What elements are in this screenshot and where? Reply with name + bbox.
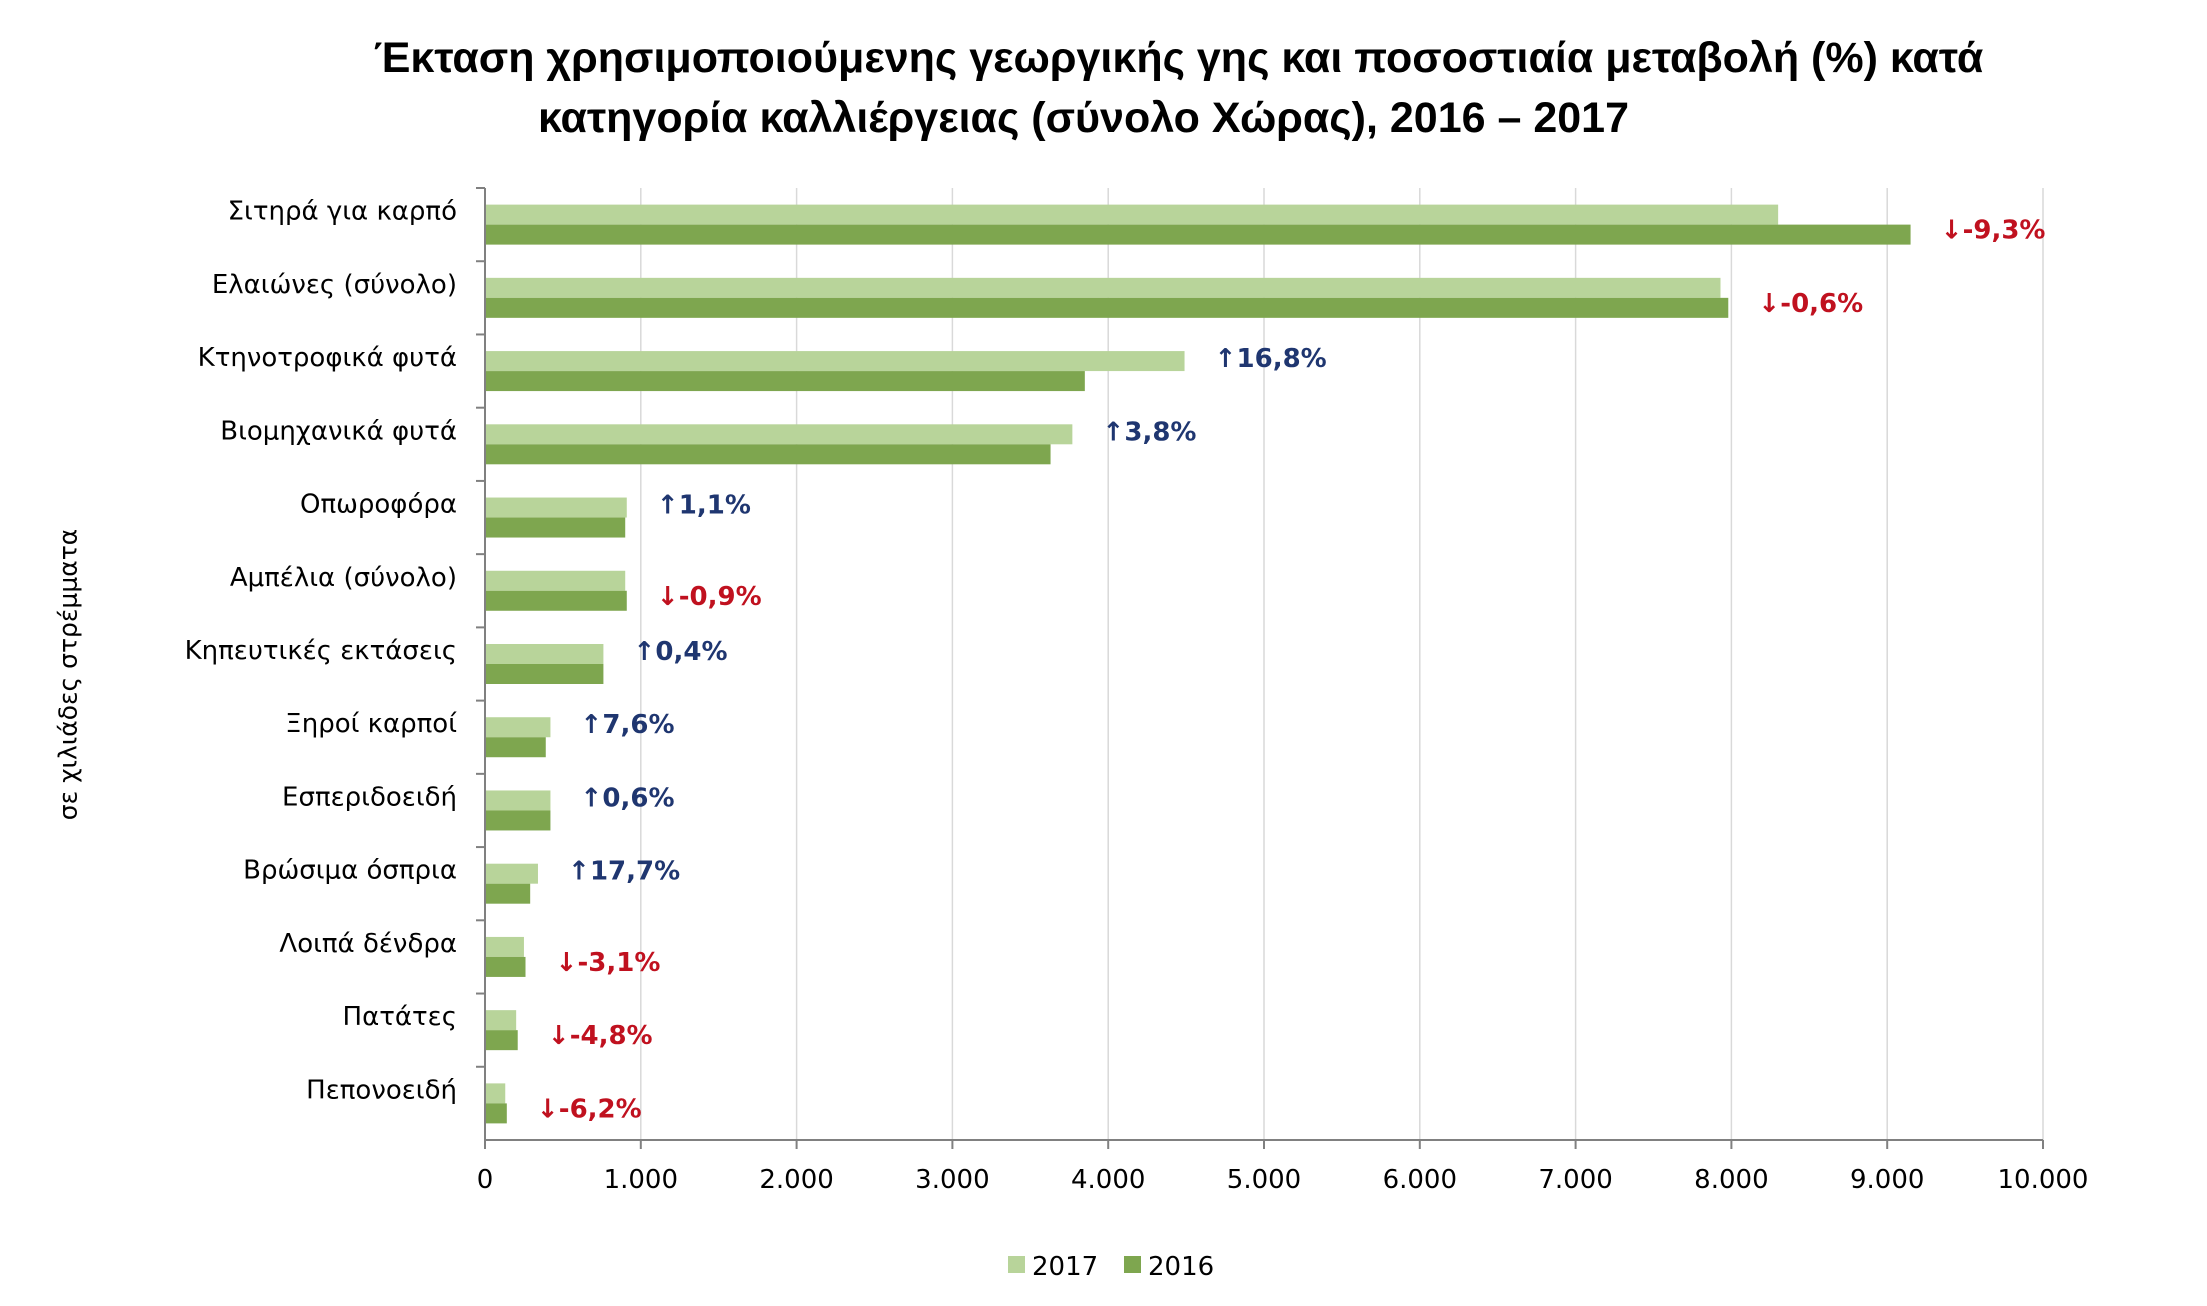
category-label: Πεπονοειδή [306,1075,457,1105]
gridlines [640,188,2044,1140]
chart-title-line-2: κατηγορία καλλιέργειας (σύνολο Χώρας), 2… [537,94,1630,142]
bar-2017 [485,424,1073,445]
legend-swatch-2016 [1124,1256,1141,1273]
bar-2016 [485,444,1051,465]
chart-title-line-1: Έκταση χρησιμοποιούμενης γεωργικής γης κ… [373,34,1984,82]
change-label: 16,8% [1237,344,1327,374]
bar-2017 [485,1083,506,1104]
labels: 0 1.000 2.000 3.000 4.000 5.000 6.000 7.000 8.00… [185,197,2089,1195]
x-tick-label: 7.000 [1538,1165,1612,1195]
change-label: 0,4% [655,637,727,667]
change-label: -3,1% [578,948,661,978]
category-label: Πατάτες [343,1002,457,1032]
category-label: Κηπευτικές εκτάσεις [185,636,457,666]
up-arrow-icon: ↑ [580,710,602,740]
bar-2016 [485,1103,507,1124]
category-label: Εσπεριδοειδή [282,782,457,812]
x-tick-label: 6.000 [1383,1165,1457,1195]
down-arrow-icon: ↓ [548,1021,570,1051]
axes [476,187,2044,1149]
down-arrow-icon: ↓ [556,948,578,978]
change-label: 1,1% [679,491,751,521]
bar-2017 [485,1010,517,1031]
up-arrow-icon: ↑ [1215,344,1237,374]
category-label: Ξηροί καρποί [285,709,457,739]
down-arrow-icon: ↓ [657,582,679,612]
bar-2016 [485,883,531,904]
down-arrow-icon: ↓ [1941,216,1963,246]
change-label: 3,8% [1124,417,1196,447]
bar-2017 [485,644,604,664]
bar-2017 [485,790,551,811]
category-label: Αμπέλια (σύνολο) [230,563,457,593]
chart-title: Έκταση χρησιμοποιούμενης γεωργικής γης κ… [0,28,2207,148]
change-label: -4,8% [570,1021,653,1051]
category-label: Βιομηχανικά φυτά [220,416,457,446]
bar-2017 [485,570,626,591]
bar-2016 [485,371,1085,392]
bar-2017 [485,936,524,957]
bars [485,204,1911,1124]
bar-2017 [485,497,627,518]
up-arrow-icon: ↑ [568,857,590,887]
x-tick-label: 10.000 [1998,1165,2089,1195]
legend-label: 2017 [1032,1252,1098,1282]
change-label: 7,6% [602,710,674,740]
bar-2017 [485,277,1721,298]
x-tick-label: 3.000 [915,1165,989,1195]
change-label: 17,7% [590,857,680,887]
bar-2016 [485,590,627,611]
bar-2016 [485,224,1911,245]
change-label: -0,6% [1780,289,1863,319]
x-tick-label: 4.000 [1071,1165,1145,1195]
bar-2016 [485,737,546,758]
x-tick-label: 2.000 [759,1165,833,1195]
up-arrow-icon: ↑ [657,491,679,521]
category-label: Λοιπά δένδρα [279,929,457,959]
bar-2016 [485,517,626,538]
bar-2016 [485,810,551,831]
bar-2016 [485,664,604,684]
legend-label: 2016 [1148,1252,1214,1282]
category-label: Βρώσιμα όσπρια [243,856,457,886]
down-arrow-icon: ↓ [537,1094,559,1124]
x-tick-label: 0 [477,1165,494,1195]
legend-swatch-2017 [1008,1256,1025,1273]
up-arrow-icon: ↑ [1102,417,1124,447]
change-label: -6,2% [559,1094,642,1124]
bar-2017 [485,204,1779,225]
down-arrow-icon: ↓ [1758,289,1780,319]
legend: 2017 2016 [1008,1252,1214,1282]
bar-2016 [485,1030,518,1051]
bar-2016 [485,297,1729,318]
change-label: -9,3% [1963,216,2046,246]
bar-2017 [485,863,538,884]
up-arrow-icon: ↑ [580,783,602,813]
category-label: Ελαιώνες (σύνολο) [212,270,457,300]
category-label: Οπωροφόρα [300,490,457,520]
x-tick-label: 1.000 [604,1165,678,1195]
up-arrow-icon: ↑ [633,637,655,667]
category-label: Κτηνοτροφικά φυτά [198,343,457,373]
bar-2017 [485,717,551,738]
bar-2017 [485,351,1185,372]
x-tick-label: 9.000 [1850,1165,1924,1195]
x-tick-label: 8.000 [1694,1165,1768,1195]
bar-2016 [485,956,526,977]
change-label: 0,6% [602,783,674,813]
category-label: Σιτηρά για καρπό [228,197,457,227]
change-label: -0,9% [679,582,762,612]
x-tick-label: 5.000 [1227,1165,1301,1195]
